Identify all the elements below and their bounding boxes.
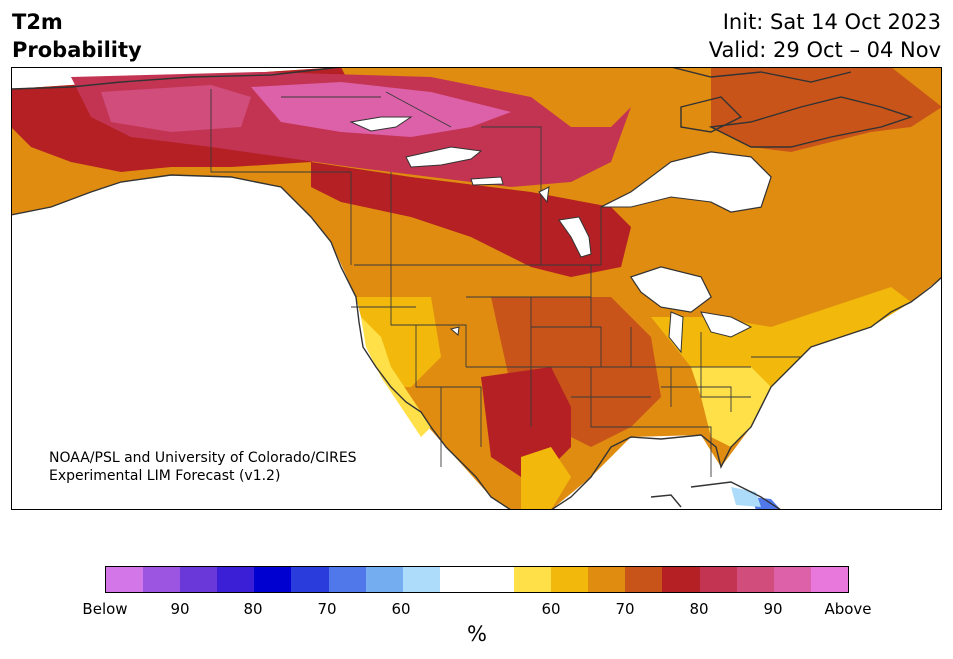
- colorbar: [105, 566, 849, 593]
- arctic-mid: [101, 85, 251, 132]
- colorbar-swatch-14: [625, 567, 663, 592]
- probability-map: [11, 67, 942, 510]
- colorbar-swatch-8: [402, 567, 440, 592]
- colorbar-swatch-16: [699, 567, 737, 592]
- cuba-light: [731, 487, 761, 507]
- colorbar-tick-label: Below: [82, 600, 128, 618]
- colorbar-swatch-3: [217, 567, 255, 592]
- reindeer-lake: [538, 186, 550, 204]
- arctic-extreme: [251, 82, 511, 137]
- colorbar-swatch-15: [662, 567, 700, 592]
- great-bear-lake: [349, 116, 413, 132]
- forecast-dates: Init: Sat 14 Oct 2023 Valid: 29 Oct – 04…: [709, 8, 941, 64]
- map-frame: [11, 67, 942, 510]
- credit-line-1: NOAA/PSL and University of Colorado/CIRE…: [49, 450, 357, 466]
- colorbar-swatch-13: [588, 567, 626, 592]
- utah-lake: [449, 326, 460, 336]
- title-line-1: T2m: [12, 10, 63, 34]
- hudson-bay: [600, 151, 772, 213]
- colorbar-swatch-10: [476, 567, 515, 592]
- colorbar-swatch-0: [106, 567, 144, 592]
- credit-line-2: Experimental LIM Forecast (v1.2): [49, 468, 281, 484]
- colorbar-swatch-18: [773, 567, 811, 592]
- northeast: [651, 287, 911, 387]
- colorbar-swatch-1: [143, 567, 181, 592]
- chart-title: T2m Probability: [12, 8, 142, 64]
- east-canada: [711, 67, 942, 152]
- colorbar-tick-label: 70: [615, 600, 635, 618]
- colorbar-unit: %: [467, 622, 487, 646]
- state-borders: [210, 89, 801, 477]
- lake-athabasca: [470, 176, 504, 186]
- great-lakes-huron-erie: [700, 311, 753, 338]
- colorbar-tick-label: 60: [391, 600, 411, 618]
- lakes-and-islands: [349, 116, 772, 354]
- colorbar-swatch-5: [291, 567, 329, 592]
- colorbar-swatch-7: [365, 567, 403, 592]
- colorbar-swatch-4: [254, 567, 292, 592]
- valid-range: Valid: 29 Oct – 04 Nov: [708, 38, 941, 62]
- great-lakes-superior: [630, 266, 712, 313]
- colorbar-swatch-11: [514, 567, 552, 592]
- title-line-2: Probability: [12, 38, 142, 62]
- colorbar-tick-label: 70: [317, 600, 337, 618]
- great-lakes-michigan: [668, 311, 684, 354]
- mexico-core: [521, 447, 571, 510]
- colorbar-swatch-19: [810, 567, 848, 592]
- init-date: Init: Sat 14 Oct 2023: [722, 10, 941, 34]
- lake-winnipeg: [558, 216, 592, 258]
- colorbar-tick-label: 80: [689, 600, 709, 618]
- colorbar-tick-label: 90: [763, 600, 783, 618]
- colorbar-tick-label: 90: [170, 600, 190, 618]
- credit-text: NOAA/PSL and University of Colorado/CIRE…: [49, 449, 357, 485]
- colorbar-swatch-6: [328, 567, 366, 592]
- colorbar-swatch-9: [439, 567, 477, 592]
- colorbar-tick-label: Above: [824, 600, 872, 618]
- colorbar-tick-label: 60: [541, 600, 561, 618]
- colorbar-tick-label: 80: [243, 600, 263, 618]
- great-slave-lake: [405, 146, 483, 168]
- colorbar-swatch-17: [736, 567, 774, 592]
- colorbar-swatch-2: [180, 567, 218, 592]
- colorbar-swatch-12: [551, 567, 589, 592]
